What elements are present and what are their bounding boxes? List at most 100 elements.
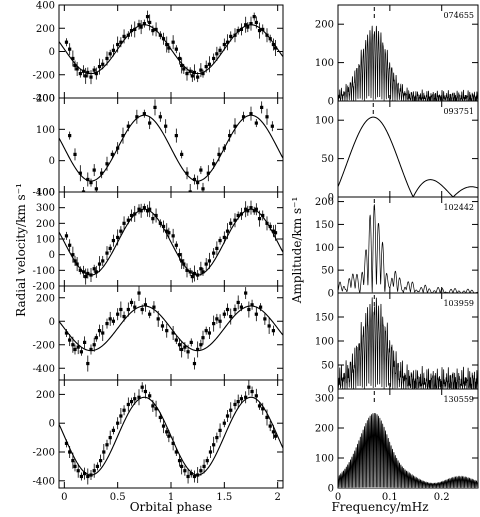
data-point (76, 469, 80, 473)
data-point (171, 40, 175, 44)
data-point (177, 343, 182, 347)
data-point (174, 450, 178, 454)
data-point (182, 262, 186, 266)
data-point (229, 408, 233, 412)
data-point (239, 27, 243, 32)
data-point (180, 259, 184, 263)
data-point (196, 347, 200, 352)
data-point (185, 171, 189, 175)
data-point (137, 395, 141, 399)
data-point (148, 394, 152, 398)
panel-frame (58, 4, 284, 99)
y-tick-label: 0 (328, 97, 334, 108)
data-point (158, 115, 162, 119)
y-tick-label: 300 (315, 394, 334, 405)
amplitude-spectrum-panels: 0 100 200 074655 0 50 100 093751 0 50 100 150 200 102… (315, 4, 479, 503)
data-point (233, 218, 237, 222)
data-point (148, 312, 152, 316)
data-point (212, 162, 216, 166)
data-point (116, 235, 120, 240)
data-point (83, 472, 87, 476)
data-point (71, 343, 75, 347)
data-point (236, 213, 240, 218)
data-point (225, 414, 230, 418)
data-point (259, 305, 263, 309)
left-x-axis-title: Orbital phase (130, 500, 213, 514)
object-id-label: 102442 (443, 203, 474, 212)
spectrum-line (338, 204, 478, 293)
object-id-label: 093751 (443, 107, 474, 116)
data-point (71, 253, 75, 257)
data-point (244, 395, 248, 399)
data-point (116, 312, 120, 316)
data-point (180, 347, 184, 352)
panel-frame (58, 285, 284, 381)
data-point (92, 469, 96, 473)
data-point (78, 171, 82, 175)
data-point (121, 134, 125, 138)
object-id-label: 130559 (443, 395, 474, 404)
data-point (212, 56, 216, 61)
data-point (189, 472, 193, 476)
data-point (218, 428, 222, 432)
data-point (215, 436, 219, 440)
data-point (244, 23, 248, 27)
data-point (212, 443, 216, 447)
data-point (244, 207, 248, 211)
right-y-axis-title: Amplitude/km s⁻¹ (290, 197, 304, 305)
left-y-axis-title: Radial velocity/km s⁻¹ (14, 183, 28, 317)
data-point (86, 177, 90, 182)
x-tick-label: 2 (274, 492, 280, 503)
y-tick-label: 0 (49, 156, 55, 167)
data-point (126, 218, 130, 222)
data-point (102, 450, 106, 454)
data-point (180, 152, 184, 156)
data-point (97, 65, 102, 69)
data-point (201, 71, 205, 76)
y-tick-label: 100 (36, 125, 55, 136)
data-point (174, 47, 178, 51)
data-point (247, 307, 251, 312)
data-point (249, 112, 253, 116)
data-point (165, 42, 169, 47)
data-point (188, 270, 192, 274)
y-tick-label: 50 (321, 361, 334, 372)
y-tick-label: -100 (33, 266, 55, 277)
data-point (86, 474, 90, 479)
spectrum-line (338, 116, 478, 197)
data-point (89, 473, 93, 477)
data-point (222, 421, 226, 425)
data-point (204, 262, 208, 266)
data-point (108, 436, 112, 440)
data-point (167, 46, 171, 50)
data-point (78, 268, 82, 272)
y-tick-label: -200 (33, 448, 55, 459)
data-point (145, 209, 150, 213)
data-point (81, 190, 86, 192)
y-tick-label: 0 (49, 47, 55, 58)
data-point (257, 217, 262, 221)
data-point (265, 415, 269, 420)
data-point (101, 331, 105, 335)
data-point (148, 121, 152, 125)
data-point (233, 124, 237, 128)
data-point (101, 62, 105, 66)
data-point (250, 303, 254, 307)
data-point (119, 40, 123, 44)
data-point (151, 28, 155, 33)
data-point (126, 402, 130, 407)
data-point (192, 70, 197, 75)
data-point (252, 15, 256, 19)
data-point (84, 74, 88, 78)
data-point (183, 469, 187, 473)
data-point (174, 338, 178, 342)
y-tick-label: 100 (315, 337, 334, 348)
data-point (254, 121, 258, 125)
data-point (180, 63, 184, 68)
data-point (116, 146, 120, 150)
data-point (196, 181, 200, 185)
data-point (73, 63, 77, 68)
data-point (182, 67, 186, 71)
data-point (196, 273, 200, 277)
